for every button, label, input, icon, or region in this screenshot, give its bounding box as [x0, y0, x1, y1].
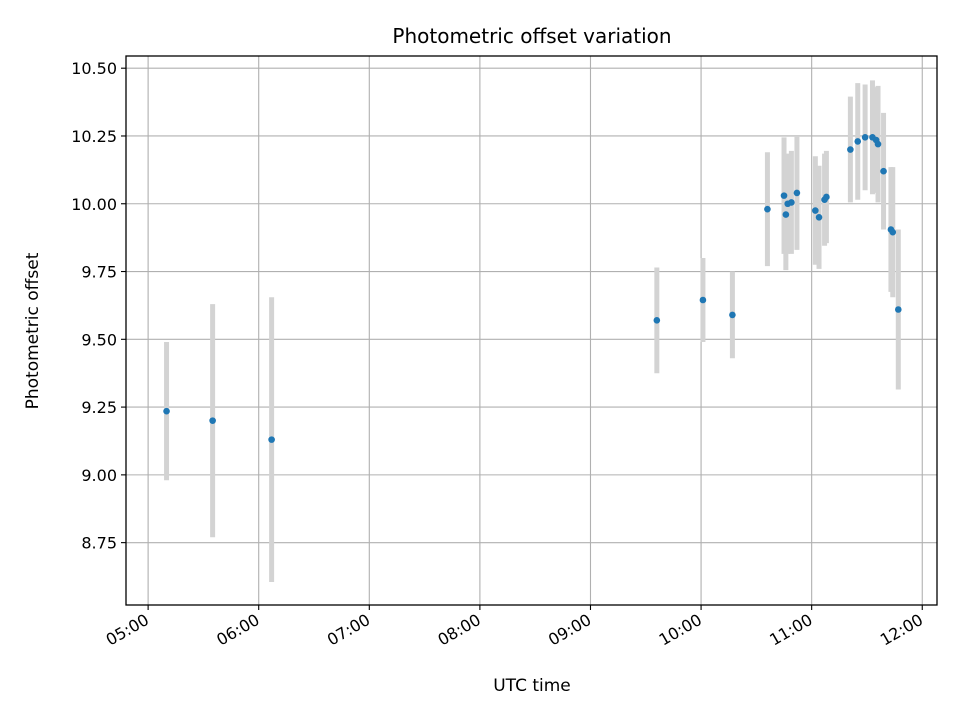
data-point — [861, 134, 869, 141]
y-tick-label: 9.75 — [81, 263, 117, 282]
y-tick-label: 10.00 — [71, 195, 117, 214]
y-tick-label: 10.25 — [71, 127, 117, 146]
data-point — [880, 167, 887, 175]
data-point — [268, 436, 275, 443]
data-point — [847, 146, 854, 153]
plot-frame — [125, 55, 938, 606]
data-point — [793, 189, 801, 197]
data-point — [209, 417, 216, 424]
data-point — [894, 306, 902, 313]
data-point — [788, 199, 795, 206]
y-axis-label: Photometric offset — [23, 252, 43, 409]
x-axis-label: UTC time — [493, 676, 571, 696]
data-point — [653, 317, 661, 324]
data-point — [699, 296, 707, 304]
data-point — [854, 138, 862, 145]
data-point — [874, 140, 882, 148]
data-point — [729, 311, 736, 319]
y-tick-label: 10.50 — [71, 59, 117, 78]
data-point — [812, 207, 819, 214]
data-point — [815, 214, 823, 221]
chart-title: Photometric offset variation — [392, 24, 671, 48]
data-point — [780, 192, 788, 199]
y-tick-label: 8.75 — [81, 534, 117, 553]
data-point — [163, 407, 170, 415]
data-point — [782, 211, 790, 218]
y-tick-label: 9.50 — [81, 330, 117, 349]
y-tick-label: 9.25 — [81, 398, 117, 417]
y-tick-label: 9.00 — [81, 466, 117, 485]
data-points — [163, 134, 902, 443]
data-point — [764, 205, 771, 213]
data-point — [889, 228, 897, 236]
data-point — [823, 193, 830, 201]
grid — [126, 56, 937, 605]
